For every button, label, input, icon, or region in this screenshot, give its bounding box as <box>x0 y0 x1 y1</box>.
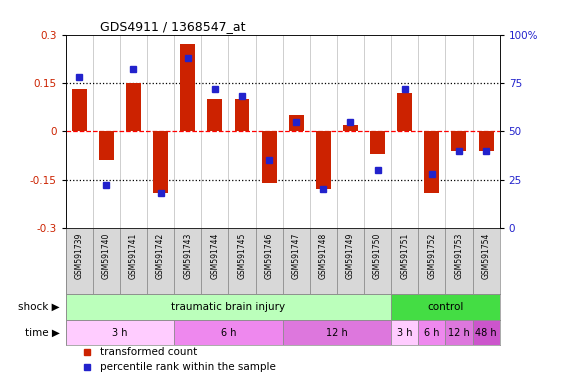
Bar <box>337 228 364 295</box>
Text: 6 h: 6 h <box>220 328 236 338</box>
Bar <box>262 131 276 183</box>
Text: GSM591743: GSM591743 <box>183 233 192 279</box>
Text: GSM591752: GSM591752 <box>427 233 436 279</box>
Text: GSM591744: GSM591744 <box>210 233 219 279</box>
Text: shock ▶: shock ▶ <box>18 302 60 312</box>
Bar <box>397 93 412 131</box>
Bar <box>478 131 493 151</box>
Bar <box>126 83 141 131</box>
Text: 12 h: 12 h <box>448 328 470 338</box>
Bar <box>391 295 500 320</box>
Bar <box>424 131 439 192</box>
Text: GSM591739: GSM591739 <box>75 233 84 279</box>
Bar <box>391 320 418 345</box>
Bar <box>418 228 445 295</box>
Text: 3 h: 3 h <box>112 328 128 338</box>
Text: GDS4911 / 1368547_at: GDS4911 / 1368547_at <box>100 20 246 33</box>
Text: GSM591746: GSM591746 <box>264 233 274 279</box>
Bar <box>473 320 500 345</box>
Bar <box>391 228 418 295</box>
Text: GSM591749: GSM591749 <box>346 233 355 279</box>
Text: GSM591742: GSM591742 <box>156 233 165 279</box>
Text: GSM591754: GSM591754 <box>481 233 490 279</box>
Text: GSM591741: GSM591741 <box>129 233 138 279</box>
Bar <box>228 228 255 295</box>
Bar <box>445 228 473 295</box>
Bar <box>343 125 358 131</box>
Bar <box>153 131 168 192</box>
Bar <box>364 228 391 295</box>
Bar <box>99 131 114 160</box>
Bar <box>452 131 467 151</box>
Bar <box>309 228 337 295</box>
Bar <box>283 228 309 295</box>
Text: GSM591740: GSM591740 <box>102 233 111 279</box>
Bar <box>174 320 283 345</box>
Text: 12 h: 12 h <box>326 328 348 338</box>
Bar <box>174 228 202 295</box>
Bar <box>473 228 500 295</box>
Text: control: control <box>427 302 464 312</box>
Text: transformed count: transformed count <box>100 347 198 357</box>
Bar <box>201 228 228 295</box>
Bar <box>66 320 174 345</box>
Text: 3 h: 3 h <box>397 328 412 338</box>
Bar <box>370 131 385 154</box>
Text: percentile rank within the sample: percentile rank within the sample <box>100 362 276 372</box>
Text: 6 h: 6 h <box>424 328 440 338</box>
Bar <box>120 228 147 295</box>
Bar <box>316 131 331 189</box>
Bar <box>235 99 250 131</box>
Text: 48 h: 48 h <box>475 328 497 338</box>
Text: GSM591745: GSM591745 <box>238 233 247 279</box>
Text: GSM591751: GSM591751 <box>400 233 409 279</box>
Bar <box>207 99 222 131</box>
Bar <box>418 320 445 345</box>
Bar <box>180 44 195 131</box>
Bar <box>66 295 391 320</box>
Bar <box>72 89 87 131</box>
Bar <box>93 228 120 295</box>
Text: GSM591747: GSM591747 <box>292 233 301 279</box>
Text: GSM591753: GSM591753 <box>455 233 464 279</box>
Text: time ▶: time ▶ <box>25 328 60 338</box>
Text: traumatic brain injury: traumatic brain injury <box>171 302 286 312</box>
Text: GSM591750: GSM591750 <box>373 233 382 279</box>
Bar <box>283 320 391 345</box>
Text: GSM591748: GSM591748 <box>319 233 328 279</box>
Bar <box>147 228 174 295</box>
Bar <box>66 228 93 295</box>
Bar <box>255 228 283 295</box>
Bar <box>445 320 473 345</box>
Bar <box>289 115 304 131</box>
